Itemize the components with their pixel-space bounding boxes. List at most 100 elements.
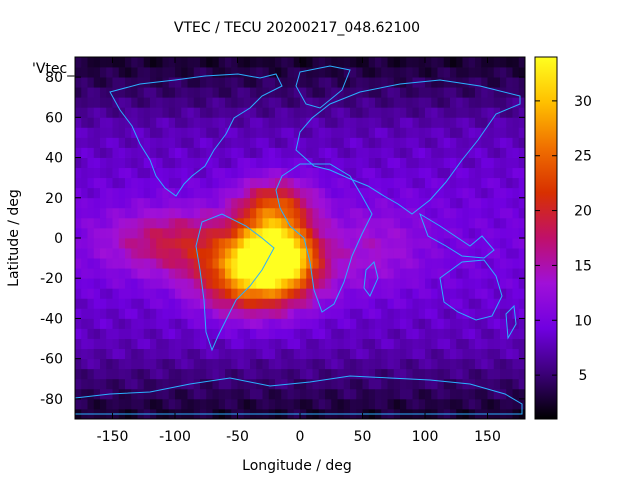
- heatmap-cell: [281, 389, 288, 399]
- heatmap-cell: [419, 308, 426, 318]
- heatmap-cell: [213, 77, 220, 87]
- heatmap-cell: [356, 137, 363, 147]
- heatmap-cell: [275, 379, 282, 389]
- heatmap-cell: [75, 117, 82, 127]
- heatmap-cell: [369, 228, 376, 238]
- heatmap-cell: [106, 77, 113, 87]
- heatmap-cell: [206, 127, 213, 137]
- heatmap-cell: [263, 148, 270, 158]
- heatmap-cell: [244, 349, 251, 359]
- heatmap-cell: [138, 329, 145, 339]
- heatmap-cell: [200, 339, 207, 349]
- heatmap-cell: [188, 97, 195, 107]
- heatmap-cell: [281, 399, 288, 409]
- heatmap-cell: [200, 137, 207, 147]
- heatmap-cell: [356, 97, 363, 107]
- heatmap-cell: [394, 97, 401, 107]
- heatmap-cell: [250, 77, 257, 87]
- heatmap-cell: [288, 198, 295, 208]
- heatmap-cell: [400, 57, 407, 67]
- heatmap-cell: [106, 278, 113, 288]
- heatmap-cell: [131, 268, 138, 278]
- heatmap-cell: [494, 258, 501, 268]
- heatmap-cell: [281, 198, 288, 208]
- heatmap-cell: [94, 369, 101, 379]
- heatmap-cell: [513, 329, 520, 339]
- heatmap-cell: [244, 369, 251, 379]
- heatmap-cell: [288, 228, 295, 238]
- heatmap-cell: [475, 87, 482, 97]
- heatmap-cell: [131, 107, 138, 117]
- heatmap-cell: [81, 268, 88, 278]
- heatmap-cell: [219, 97, 226, 107]
- heatmap-cell: [388, 57, 395, 67]
- heatmap-cell: [250, 389, 257, 399]
- heatmap-cell: [275, 57, 282, 67]
- heatmap-cell: [144, 67, 151, 77]
- heatmap-cell: [306, 308, 313, 318]
- heatmap-cell: [406, 148, 413, 158]
- heatmap-cell: [494, 248, 501, 258]
- heatmap-cell: [506, 349, 513, 359]
- heatmap-cell: [463, 127, 470, 137]
- heatmap-cell: [363, 258, 370, 268]
- heatmap-cell: [275, 228, 282, 238]
- heatmap-cell: [175, 288, 182, 298]
- heatmap-cell: [363, 369, 370, 379]
- heatmap-cell: [225, 57, 232, 67]
- heatmap-cell: [206, 198, 213, 208]
- heatmap-cell: [175, 107, 182, 117]
- heatmap-cell: [500, 198, 507, 208]
- heatmap-cell: [244, 339, 251, 349]
- heatmap-cell: [194, 399, 201, 409]
- heatmap-cell: [375, 168, 382, 178]
- heatmap-cell: [256, 208, 263, 218]
- heatmap-cell: [406, 178, 413, 188]
- heatmap-cell: [506, 258, 513, 268]
- heatmap-cell: [363, 308, 370, 318]
- heatmap-cell: [406, 268, 413, 278]
- heatmap-cell: [394, 57, 401, 67]
- heatmap-cell: [513, 158, 520, 168]
- heatmap-cell: [94, 389, 101, 399]
- heatmap-cell: [244, 127, 251, 137]
- heatmap-cell: [406, 67, 413, 77]
- heatmap-cell: [488, 148, 495, 158]
- heatmap-cell: [431, 198, 438, 208]
- heatmap-cell: [225, 168, 232, 178]
- heatmap-cell: [125, 268, 132, 278]
- heatmap-cell: [138, 127, 145, 137]
- heatmap-cell: [500, 168, 507, 178]
- heatmap-cell: [106, 198, 113, 208]
- heatmap-cell: [413, 87, 420, 97]
- heatmap-cell: [519, 218, 526, 228]
- heatmap-cell: [231, 349, 238, 359]
- heatmap-cell: [369, 288, 376, 298]
- heatmap-cell: [331, 127, 338, 137]
- heatmap-cell: [506, 137, 513, 147]
- heatmap-cell: [194, 268, 201, 278]
- heatmap-cell: [88, 318, 95, 328]
- heatmap-cell: [325, 349, 332, 359]
- heatmap-cell: [488, 188, 495, 198]
- heatmap-cell: [181, 278, 188, 288]
- heatmap-cell: [113, 258, 120, 268]
- heatmap-cell: [313, 359, 320, 369]
- heatmap-cell: [431, 369, 438, 379]
- heatmap-cell: [256, 298, 263, 308]
- heatmap-cell: [425, 57, 432, 67]
- heatmap-cell: [194, 308, 201, 318]
- heatmap-cell: [206, 359, 213, 369]
- heatmap-cell: [413, 379, 420, 389]
- heatmap-cell: [125, 168, 132, 178]
- heatmap-cell: [294, 329, 301, 339]
- heatmap-cell: [125, 228, 132, 238]
- heatmap-cell: [94, 188, 101, 198]
- heatmap-cell: [175, 178, 182, 188]
- heatmap-cell: [294, 198, 301, 208]
- heatmap-cell: [425, 258, 432, 268]
- heatmap-cell: [213, 158, 220, 168]
- heatmap-cell: [256, 248, 263, 258]
- heatmap-cell: [494, 389, 501, 399]
- heatmap-cell: [313, 198, 320, 208]
